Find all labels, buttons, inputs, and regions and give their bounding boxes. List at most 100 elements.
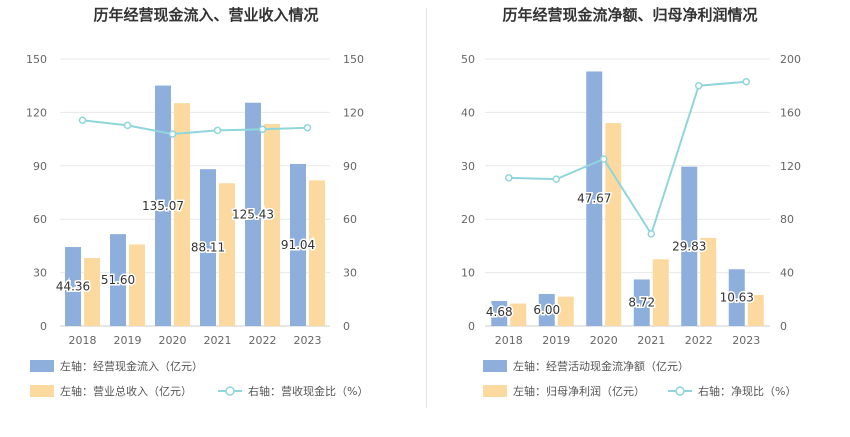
- legend-label: 左轴：营业总收入（亿元）: [60, 384, 192, 398]
- x-tick-label: 2023: [732, 334, 760, 347]
- legend-label: 左轴：经营活动现金流净额（亿元）: [513, 359, 689, 373]
- y-left-tick-label: 50: [461, 53, 475, 66]
- bar-secondary: [605, 123, 622, 326]
- bar-primary: [728, 269, 745, 326]
- bar-primary: [290, 163, 306, 326]
- bar-data-label: 6.00: [533, 303, 560, 317]
- y-left-tick-label: 30: [33, 267, 47, 280]
- line-point: [213, 126, 222, 135]
- bar-secondary: [652, 259, 669, 326]
- x-tick-label: 2018: [69, 334, 97, 347]
- bar-primary: [110, 234, 126, 326]
- x-tick-label: 2020: [159, 334, 187, 347]
- line-point: [505, 174, 513, 182]
- legend-label: 右轴：净现比（%）: [698, 384, 796, 398]
- x-tick-label: 2022: [249, 334, 277, 347]
- bar-primary: [586, 71, 603, 326]
- y-left-tick-label: 0: [40, 320, 47, 333]
- y-left-tick-label: 60: [33, 213, 47, 226]
- bar-data-label: 91.04: [281, 238, 315, 252]
- bar-secondary: [747, 295, 764, 326]
- line-point: [258, 125, 267, 134]
- bar-data-label: 135.07: [142, 199, 184, 213]
- bar-data-label: 4.68: [486, 305, 513, 319]
- legend-label: 右轴：营收现金比（%）: [248, 384, 368, 398]
- line-series: [82, 119, 308, 135]
- bar-primary: [155, 85, 171, 326]
- bar-secondary: [264, 123, 280, 326]
- bar-secondary: [557, 296, 574, 326]
- y-left-tick-label: 150: [26, 53, 47, 66]
- chart-title: 历年经营现金流净额、归母净利润情况: [502, 6, 757, 24]
- bar-primary: [65, 247, 81, 326]
- y-right-tick-label: 160: [780, 106, 801, 119]
- legend-swatch: [483, 385, 507, 397]
- y-left-tick-label: 30: [461, 160, 475, 173]
- line-point: [695, 81, 703, 90]
- bar-primary: [538, 293, 555, 326]
- bar-secondary: [700, 237, 717, 326]
- bar-primary: [491, 301, 508, 326]
- y-right-tick-label: 0: [780, 320, 787, 333]
- bar-data-label: 88.11: [191, 241, 225, 255]
- bar-primary: [200, 169, 216, 326]
- line-point: [742, 77, 750, 86]
- y-right-tick-label: 150: [343, 53, 364, 66]
- x-tick-label: 2019: [542, 334, 570, 347]
- y-left-tick-label: 20: [461, 213, 475, 226]
- bar-secondary: [174, 103, 190, 326]
- y-right-tick-label: 90: [343, 160, 357, 173]
- bar-secondary: [219, 183, 235, 326]
- legend-line-marker: [225, 386, 235, 396]
- y-right-tick-label: 120: [780, 160, 801, 173]
- legend-label: 左轴：归母净利润（亿元）: [513, 384, 645, 398]
- y-left-tick-label: 40: [461, 106, 475, 119]
- x-tick-label: 2021: [204, 334, 232, 347]
- line-point: [78, 116, 87, 124]
- y-left-tick-label: 10: [461, 267, 475, 280]
- x-tick-label: 2021: [637, 334, 665, 347]
- x-tick-label: 2018: [495, 334, 523, 347]
- line-point: [168, 130, 177, 138]
- x-tick-label: 2020: [590, 334, 618, 347]
- bar-data-label: 8.72: [628, 296, 655, 310]
- bar-secondary: [129, 244, 145, 326]
- x-tick-label: 2022: [685, 334, 713, 347]
- panel-divider: [426, 8, 427, 408]
- bar-data-label: 29.83: [672, 239, 706, 253]
- bar-primary: [245, 102, 261, 327]
- line-point: [647, 230, 655, 238]
- y-right-tick-label: 0: [343, 320, 350, 333]
- y-left-tick-label: 0: [468, 320, 475, 333]
- y-left-tick-label: 120: [26, 106, 47, 119]
- line-series: [508, 80, 747, 237]
- bar-data-label: 10.63: [720, 291, 754, 305]
- chart-title: 历年经营现金流入、营业收入情况: [93, 6, 318, 24]
- y-right-tick-label: 30: [343, 267, 357, 280]
- bar-data-label: 44.36: [56, 280, 90, 294]
- bar-primary: [681, 166, 698, 326]
- legend-swatch: [483, 360, 507, 372]
- bar-data-label: 47.67: [577, 192, 611, 206]
- bar-secondary: [309, 180, 325, 326]
- bar-data-label: 51.60: [101, 273, 135, 287]
- y-right-tick-label: 60: [343, 213, 357, 226]
- bar-secondary: [84, 258, 100, 326]
- x-tick-label: 2023: [294, 334, 322, 347]
- y-right-tick-label: 80: [780, 213, 794, 226]
- legend-label: 左轴：经营现金流入（亿元）: [60, 359, 203, 373]
- line-point: [552, 175, 560, 183]
- line-point: [303, 123, 312, 132]
- legend-swatch: [30, 360, 54, 372]
- bar-data-label: 125.43: [232, 207, 274, 221]
- line-point: [600, 155, 608, 163]
- y-right-tick-label: 40: [780, 267, 794, 280]
- x-tick-label: 2019: [114, 334, 142, 347]
- legend-swatch: [30, 385, 54, 397]
- y-right-tick-label: 200: [780, 53, 801, 66]
- y-right-tick-label: 120: [343, 106, 364, 119]
- line-point: [123, 121, 132, 130]
- legend-line-marker: [675, 386, 685, 396]
- bar-secondary: [510, 303, 527, 326]
